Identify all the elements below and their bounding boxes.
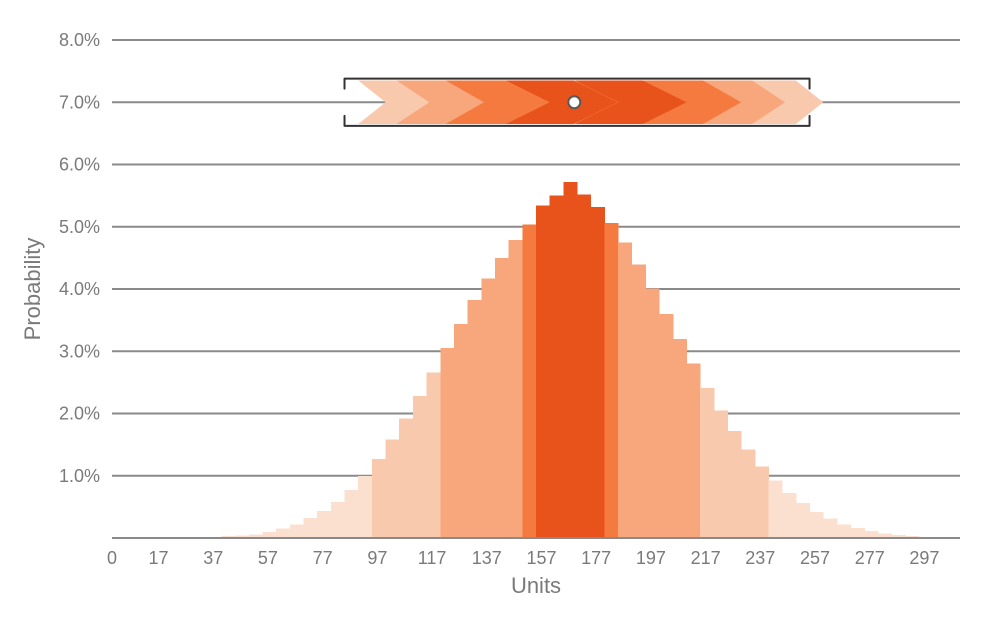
svg-text:237: 237 xyxy=(745,548,775,568)
svg-text:117: 117 xyxy=(418,548,447,568)
svg-text:157: 157 xyxy=(526,548,556,568)
svg-text:7.0%: 7.0% xyxy=(59,92,100,112)
svg-text:4.0%: 4.0% xyxy=(59,279,100,299)
svg-text:37: 37 xyxy=(203,548,223,568)
svg-text:217: 217 xyxy=(691,548,721,568)
svg-text:5.0%: 5.0% xyxy=(59,217,100,237)
svg-text:137: 137 xyxy=(472,548,502,568)
probability-chart: 1.0% 2.0% 3.0% 4.0% 5.0% 6.0% 7.0% 8.0% 0 17 37 57 7… xyxy=(0,0,1000,619)
svg-text:Units: Units xyxy=(511,573,561,598)
chart-svg: 1.0% 2.0% 3.0% 4.0% 5.0% 6.0% 7.0% 8.0% 0 17 37 57 7… xyxy=(0,0,1000,619)
svg-text:97: 97 xyxy=(367,548,387,568)
svg-text:8.0%: 8.0% xyxy=(59,30,100,50)
svg-text:6.0%: 6.0% xyxy=(59,155,100,175)
svg-text:257: 257 xyxy=(800,548,830,568)
svg-text:57: 57 xyxy=(258,548,278,568)
svg-text:0: 0 xyxy=(107,548,117,568)
svg-text:277: 277 xyxy=(855,548,885,568)
svg-text:77: 77 xyxy=(313,548,333,568)
svg-text:177: 177 xyxy=(581,548,611,568)
svg-text:197: 197 xyxy=(636,548,666,568)
svg-text:Probability: Probability xyxy=(20,238,45,341)
svg-text:1.0%: 1.0% xyxy=(59,466,100,486)
svg-text:3.0%: 3.0% xyxy=(59,341,100,361)
svg-text:297: 297 xyxy=(909,548,939,568)
svg-text:2.0%: 2.0% xyxy=(59,404,100,424)
svg-text:17: 17 xyxy=(148,548,168,568)
